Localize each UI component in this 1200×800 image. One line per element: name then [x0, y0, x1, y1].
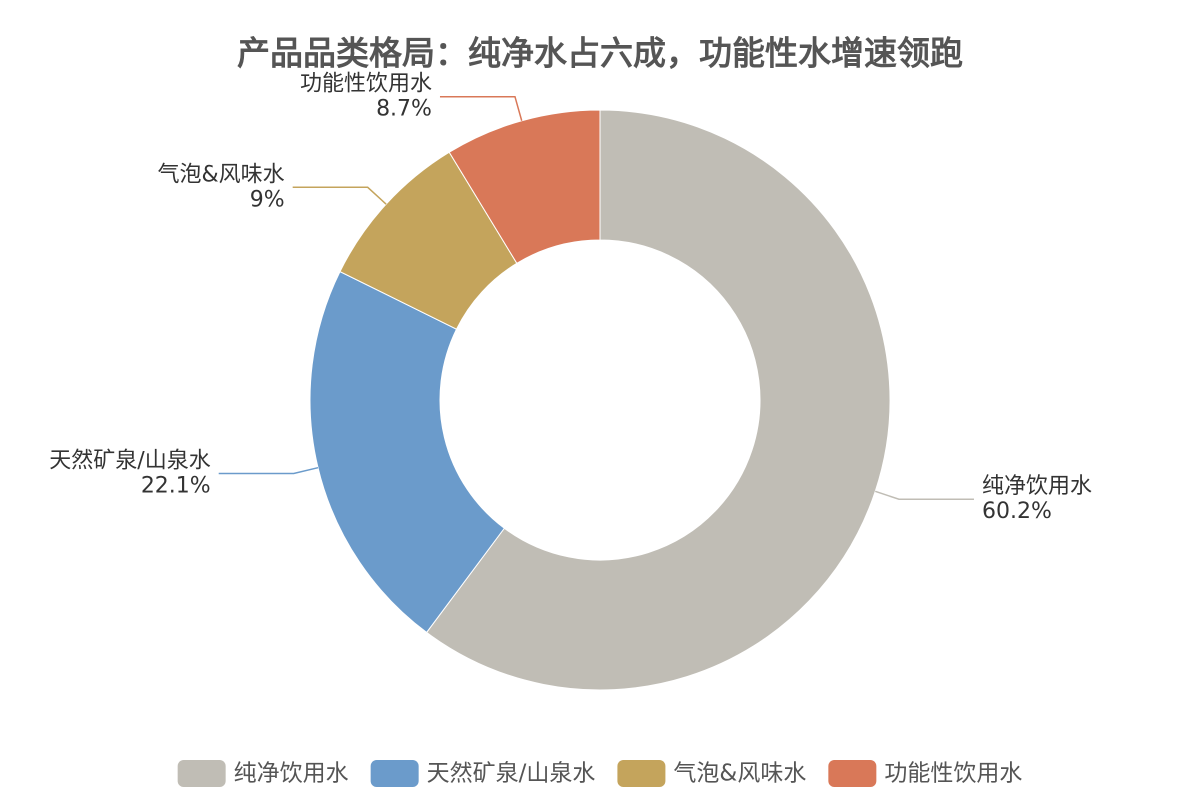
leader-line	[439, 95, 523, 121]
slice-label: 功能性饮用水	[300, 72, 432, 97]
legend-label: 天然矿泉/山泉水	[427, 761, 596, 787]
legend-item: 纯净饮用水	[177, 760, 349, 787]
legend-label: 功能性饮用水	[884, 761, 1022, 787]
slice-value-label: 9%	[250, 187, 285, 212]
chart-title: 产品品类格局：纯净水占六成，功能性水增速领跑	[237, 34, 963, 73]
slice-value-label: 22.1%	[141, 474, 211, 499]
slice-label: 气泡&风味水	[158, 162, 285, 187]
legend-swatch	[617, 760, 666, 787]
legend-item: 气泡&风味水	[617, 760, 806, 787]
legend-swatch	[370, 760, 419, 787]
leader-line	[875, 490, 974, 500]
donut-slice	[448, 109, 601, 265]
slice-label: 纯净饮用水	[982, 474, 1092, 499]
leader-line	[218, 466, 319, 475]
legend-label: 气泡&风味水	[673, 761, 806, 787]
legend: 纯净饮用水 天然矿泉/山泉水 气泡&风味水 功能性饮用水	[177, 760, 1022, 787]
legend-swatch	[828, 760, 877, 787]
legend-label: 纯净饮用水	[234, 761, 349, 787]
slice-label: 天然矿泉/山泉水	[49, 449, 210, 474]
donut-slice	[309, 270, 506, 634]
legend-swatch	[177, 760, 226, 787]
leader-line	[292, 186, 387, 205]
legend-item: 功能性饮用水	[828, 760, 1022, 787]
slice-value-label: 8.7%	[376, 97, 432, 122]
donut-slice	[425, 109, 891, 691]
legend-item: 天然矿泉/山泉水	[370, 760, 596, 787]
slice-value-label: 60.2%	[982, 499, 1052, 524]
